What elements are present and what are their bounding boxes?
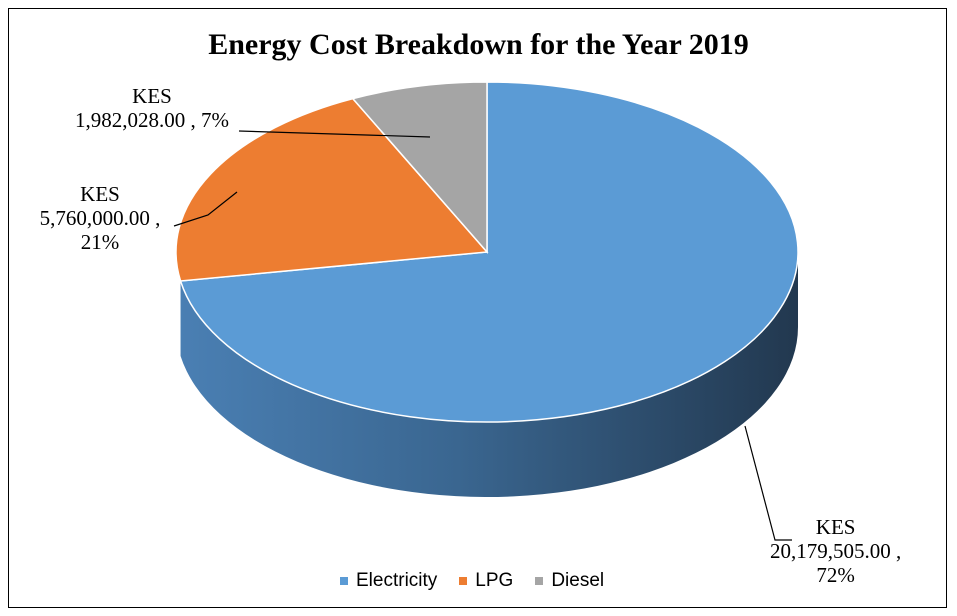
leader-line-diesel xyxy=(238,130,431,138)
legend-item-electricity: Electricity xyxy=(340,570,437,592)
pie-slice-diesel xyxy=(351,81,488,254)
chart-title: Energy Cost Breakdown for the Year 2019 xyxy=(208,28,749,61)
data-label-lpg-line1: KES xyxy=(80,182,120,206)
data-label-electricity: KES 20,179,505.00 , 72% xyxy=(770,515,901,587)
data-label-lpg-line3: 21% xyxy=(80,230,120,254)
data-label-electricity-line3: 72% xyxy=(816,563,855,587)
legend-swatch-electricity xyxy=(340,577,348,585)
pie-slice-electricity xyxy=(179,81,799,423)
leader-line-lpg xyxy=(173,191,238,227)
data-label-diesel: KES 1,982,028.00 , 7% xyxy=(52,84,252,132)
legend-label-diesel: Diesel xyxy=(551,570,605,591)
legend-item-lpg: LPG xyxy=(459,570,513,592)
legend-swatch-diesel xyxy=(535,577,544,585)
legend-label-electricity: Electricity xyxy=(356,570,438,591)
data-label-diesel-line2: 1,982,028.00 , 7% xyxy=(75,108,229,132)
legend-swatch-lpg xyxy=(459,577,468,585)
data-label-lpg-line2: 5,760,000.00 , xyxy=(39,206,161,230)
legend-label-lpg: LPG xyxy=(475,570,514,591)
leader-line-electricity xyxy=(744,425,792,541)
pie-slice-lpg xyxy=(175,97,489,282)
data-label-lpg: KES 5,760,000.00 , 21% xyxy=(30,182,170,254)
legend-item-diesel: Diesel xyxy=(535,570,604,592)
data-label-diesel-line1: KES xyxy=(132,84,172,108)
data-label-electricity-line1: KES xyxy=(815,515,856,539)
chart-legend: Electricity LPG Diesel xyxy=(340,568,604,594)
data-label-electricity-line2: 20,179,505.00 , xyxy=(770,539,902,563)
pie-side-electricity xyxy=(180,252,798,497)
